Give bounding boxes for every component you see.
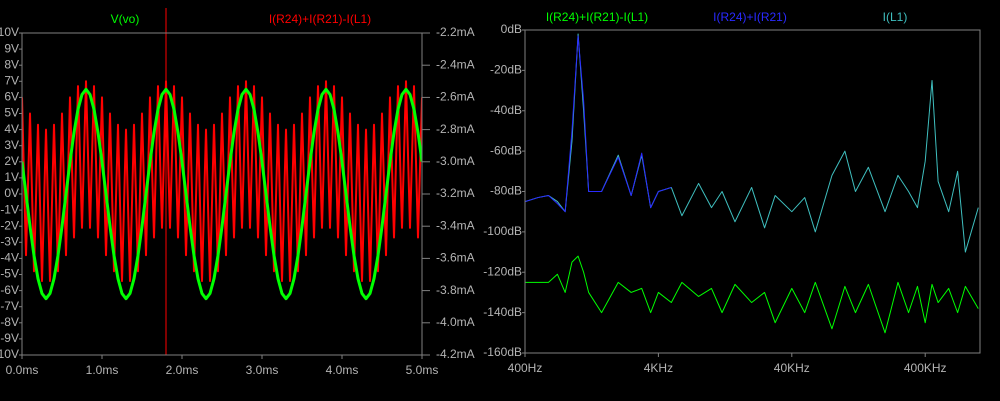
background — [0, 0, 480, 401]
series-line — [525, 35, 672, 213]
y-tick-label: -20dB — [490, 63, 522, 77]
y-tick-label: -5V — [0, 267, 19, 281]
y-tick-label: 1V — [4, 170, 19, 184]
y-tick-label: 8V — [4, 57, 19, 71]
y-tick-label: 3V — [4, 138, 19, 152]
y2-tick-label: -2.2mA — [436, 25, 475, 39]
y-tick-label: -160dB — [483, 345, 522, 359]
x-tick-label: 40KHz — [774, 361, 810, 375]
y-tick-label: -9V — [0, 331, 19, 345]
y2-tick-label: -2.4mA — [436, 57, 475, 71]
series-line — [22, 80, 422, 282]
y2-tick-label: -4.0mA — [436, 315, 475, 329]
fft-plot: 0dB -20dB -40dB -60dB -80dB -100dB -120dB -140d… — [480, 0, 1000, 401]
legend-label: V(vo) — [111, 12, 140, 26]
y-tick-label: 5V — [4, 106, 19, 120]
y-tick-label: -10V — [0, 347, 19, 361]
y-tick-label: -3V — [0, 234, 19, 248]
x-tick-label: 4.0ms — [326, 363, 359, 377]
time-plot: 10V 9V 8V 7V 6V 5V 4V 3V 2V 1V 0V -1V -2V -3V -4V -5V -6… — [0, 0, 480, 401]
x-tick-label: 5.0ms — [406, 363, 439, 377]
y-tick-label: 6V — [4, 90, 19, 104]
y-tick-label: -60dB — [490, 143, 522, 157]
legend-label: I(R24)+I(R21)-I(L1) — [546, 10, 648, 24]
x-tick-label: 4KHz — [644, 361, 673, 375]
y-tick-label: 10V — [0, 25, 19, 39]
y-tick-label: -80dB — [490, 184, 522, 198]
y-tick-label: 0V — [4, 186, 19, 200]
y-tick-label: -1V — [0, 202, 19, 216]
plot-frame — [524, 29, 981, 354]
y-tick-label: -4V — [0, 251, 19, 265]
series-line — [525, 33, 979, 253]
y-tick-label: 9V — [4, 41, 19, 55]
x-tick-label: 0.0ms — [6, 363, 39, 377]
y2-tick-label: -3.8mA — [436, 283, 475, 297]
legend-label: I(R24)+I(R21)-I(L1) — [269, 12, 371, 26]
y-tick-label: 2V — [4, 154, 19, 168]
x-tick-label: 400Hz — [508, 361, 543, 375]
y2-tick-label: -3.4mA — [436, 218, 475, 232]
x-tick-label: 400KHz — [904, 361, 947, 375]
y2-tick-label: -4.2mA — [436, 347, 475, 361]
y2-tick-label: -3.2mA — [436, 186, 475, 200]
x-tick-label: 3.0ms — [246, 363, 279, 377]
y-tick-label: -140dB — [483, 305, 522, 319]
y-tick-label: -8V — [0, 315, 19, 329]
y-tick-label: -100dB — [483, 224, 522, 238]
y-tick-label: -7V — [0, 299, 19, 313]
plot-frame — [21, 32, 423, 356]
y-tick-label: -40dB — [490, 103, 522, 117]
y-tick-label: 7V — [4, 73, 19, 87]
series-layer — [22, 80, 422, 301]
y2-tick-label: -2.6mA — [436, 90, 475, 104]
y-tick-label: 0dB — [501, 22, 522, 36]
y-tick-label: -2V — [0, 218, 19, 232]
y2-tick-label: -3.6mA — [436, 251, 475, 265]
series-line — [525, 255, 979, 334]
background — [480, 0, 1000, 401]
legend-label: I(R24)+I(R21) — [713, 10, 787, 24]
y-tick-label: -120dB — [483, 264, 522, 278]
x-tick-label: 1.0ms — [86, 363, 119, 377]
y2-tick-label: -3.0mA — [436, 154, 475, 168]
y-tick-label: -6V — [0, 283, 19, 297]
legend-label: I(L1) — [883, 10, 908, 24]
x-tick-label: 2.0ms — [166, 363, 199, 377]
series-layer — [525, 33, 979, 334]
series-line — [22, 87, 422, 301]
y2-tick-label: -2.8mA — [436, 122, 475, 136]
y-tick-label: 4V — [4, 122, 19, 136]
